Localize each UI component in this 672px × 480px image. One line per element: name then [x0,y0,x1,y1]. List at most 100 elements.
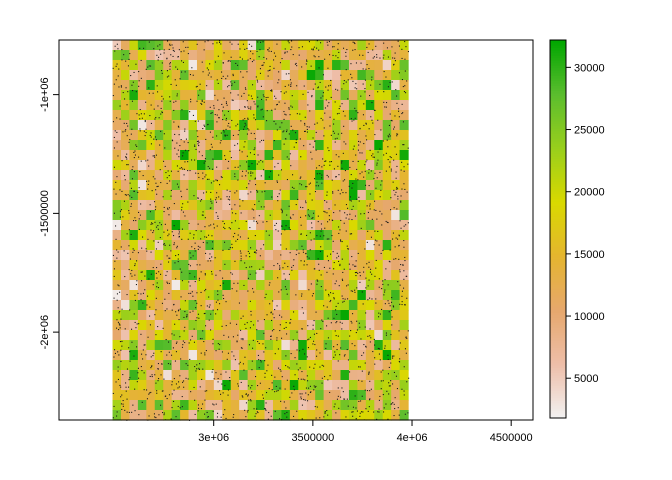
overlay-point [171,407,173,409]
overlay-point [166,271,168,273]
overlay-point [116,176,118,178]
raster-cell [196,140,207,151]
raster-cell [205,280,215,291]
raster-cell [171,350,181,361]
overlay-point [210,207,212,209]
overlay-point [198,279,200,281]
overlay-point [239,48,241,50]
raster-cell [205,170,215,181]
overlay-point [181,396,183,398]
raster-cell [146,180,156,191]
point-overlay [112,40,410,421]
overlay-point [397,195,399,197]
overlay-point [217,412,219,414]
overlay-point [112,67,114,69]
legend-swatch [550,299,566,303]
overlay-point [215,313,217,315]
raster-cell [323,210,333,221]
overlay-point [200,291,202,293]
raster-cell [188,90,198,101]
overlay-point [182,168,184,170]
raster-cell [112,140,122,151]
legend-swatch [550,178,566,182]
overlay-point [178,156,180,158]
overlay-point [223,131,225,133]
overlay-point [273,67,275,69]
raster-cell [129,390,139,401]
overlay-point [249,300,251,302]
raster-cell [239,290,249,301]
overlay-point [145,128,147,130]
overlay-point [201,100,203,102]
overlay-point [403,394,405,396]
overlay-point [155,297,157,299]
overlay-point [379,210,381,212]
overlay-point [364,248,366,250]
raster-cell [374,60,384,71]
raster-cell [306,200,316,211]
overlay-point [329,391,331,393]
overlay-point [130,75,132,77]
raster-cell [205,130,215,141]
overlay-point [112,417,114,419]
overlay-point [181,167,183,169]
overlay-point [125,156,127,158]
raster-cell [256,350,266,361]
raster-cell [272,310,283,321]
raster-cell [239,160,249,171]
overlay-point [391,81,393,83]
overlay-point [320,230,322,232]
overlay-point [229,247,231,249]
overlay-point [390,119,392,121]
overlay-point [345,69,347,71]
raster-cell [382,70,392,81]
overlay-point [217,299,219,301]
overlay-point [372,351,374,353]
overlay-point [287,366,289,368]
raster-cell [154,170,164,181]
raster-cell [230,270,240,281]
overlay-point [193,195,195,197]
overlay-point [370,116,372,118]
raster-cell [289,180,299,191]
overlay-point [241,151,243,153]
overlay-point [204,41,206,43]
overlay-point [125,156,127,158]
raster-cell [196,200,207,211]
overlay-point [341,328,343,330]
legend-swatch [550,402,566,406]
overlay-point [341,88,343,90]
overlay-point [337,165,339,167]
raster-cell [120,130,131,141]
overlay-point [273,120,275,122]
raster-cell [289,410,299,421]
overlay-point [169,96,171,98]
raster-cell [348,240,358,251]
raster-cell [196,90,207,101]
overlay-point [291,40,293,42]
raster-cell [188,350,198,361]
overlay-point [358,200,360,202]
overlay-point [222,294,224,296]
overlay-point [379,359,381,361]
overlay-point [395,258,397,260]
overlay-point [345,51,347,53]
overlay-point [128,386,130,388]
overlay-point [186,315,188,317]
overlay-point [357,179,359,181]
overlay-point [227,389,229,391]
raster-cell [112,380,122,391]
raster-cell [264,130,274,141]
raster-cell [129,240,139,251]
overlay-point [131,169,133,171]
overlay-point [233,355,235,357]
overlay-point [362,68,364,70]
overlay-point [310,151,312,153]
overlay-point [296,249,298,251]
raster-cell [205,320,215,331]
overlay-point [303,264,305,266]
raster-cell [365,310,375,321]
raster-cell [222,300,232,311]
overlay-point [119,105,121,107]
raster-cell [120,230,131,241]
